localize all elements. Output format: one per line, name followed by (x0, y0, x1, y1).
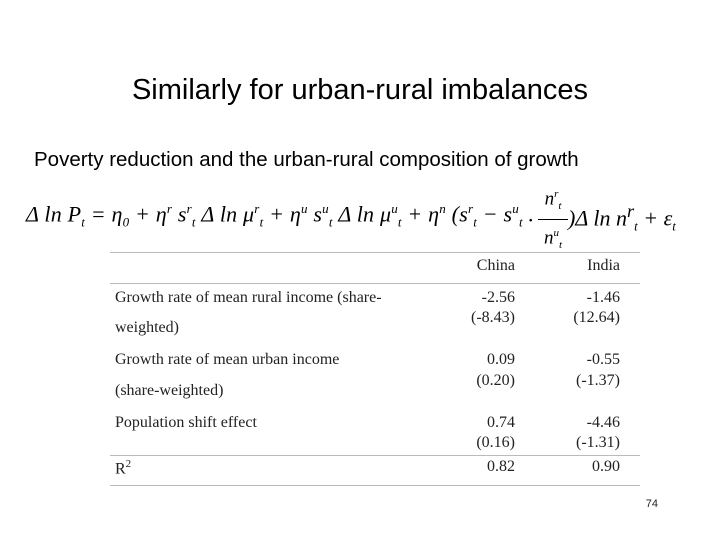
column-header-india: India (587, 257, 620, 274)
eq-num-base: n (544, 188, 555, 210)
table-rule-header (110, 283, 640, 284)
row-label-population-shift: Population shift effect (115, 414, 257, 431)
cell-urban-china: 0.09 (487, 351, 515, 368)
page-number: 74 (645, 498, 658, 510)
r2-base: R (115, 460, 126, 478)
cell-shift-india: -4.46 (586, 414, 620, 431)
eq-term-1-sub: 0 (122, 214, 130, 230)
eq-tail-2-sub: t (672, 218, 676, 234)
eq-term-10: − s (477, 201, 513, 227)
eq-num-sup: r (554, 188, 559, 200)
eq-term-7-sub: t (397, 214, 402, 230)
cell-r2-china: 0.82 (487, 458, 515, 475)
cell-rural-china: -2.56 (481, 289, 515, 306)
column-header-china: China (476, 257, 515, 274)
eq-fraction-denominator: nut (538, 222, 568, 256)
eq-term-6: s (307, 201, 323, 227)
slide-title: Similarly for urban-rural imbalances (131, 74, 589, 106)
eq-den-sub: t (558, 239, 563, 252)
eq-term-6-sub: t (328, 214, 333, 230)
results-table: China India Growth rate of mean rural in… (110, 252, 640, 488)
table-rule-r2 (110, 455, 640, 456)
cell-urban-china-se: (0.20) (476, 372, 515, 389)
eq-term-2: + η (129, 201, 167, 227)
eq-num-sub: t (558, 200, 562, 213)
eq-term-8: + η (401, 201, 440, 227)
eq-tail-1: )Δ ln n (568, 205, 627, 231)
cell-rural-india-se: (12.64) (573, 309, 620, 326)
eq-term-6-sup: u (322, 201, 329, 216)
eq-fraction: nrt nut (538, 183, 568, 256)
eq-term-7: Δ ln μ (332, 201, 392, 227)
cell-r2-india: 0.90 (592, 458, 620, 475)
eq-den-sup: u (553, 227, 559, 240)
eq-tail-1-sup: r (626, 201, 635, 221)
eq-term-5-sup: u (300, 201, 308, 216)
cell-shift-china-se: (0.16) (476, 434, 515, 451)
row-label-urban-line1: Growth rate of mean urban income (115, 351, 340, 368)
cell-rural-india: -1.46 (586, 289, 620, 306)
eq-term-4: Δ ln μ (195, 201, 255, 227)
eq-term-5: + η (263, 201, 301, 227)
equation-main: Δ ln Pt = η0 + ηr srt Δ ln μrt + ηu sut … (26, 201, 534, 231)
eq-term-11: . (522, 201, 535, 227)
eq-term-8-sup: n (439, 201, 446, 216)
eq-term-4-sub: t (259, 214, 264, 230)
r2-superscript: 2 (125, 458, 132, 470)
table-rule-bottom (110, 485, 640, 486)
slide-subtitle: Poverty reduction and the urban-rural co… (34, 148, 579, 171)
eq-term-3: s (172, 201, 187, 227)
cell-shift-india-se: (-1.31) (576, 434, 620, 451)
regression-equation: Δ ln Pt = η0 + ηr srt Δ ln μrt + ηu sut … (26, 183, 696, 251)
table-rule-top (110, 252, 640, 253)
row-label-urban-line2: (share-weighted) (115, 382, 224, 399)
eq-den-base: n (543, 227, 554, 249)
eq-term-3-sup: r (186, 201, 192, 216)
cell-rural-china-se: (-8.43) (471, 309, 515, 326)
eq-term-9-sup: r (467, 201, 474, 216)
equation-tail: )Δ ln nrt + εt (568, 201, 676, 235)
eq-tail-1-sub: t (634, 218, 638, 234)
eq-term-1: = η (85, 201, 123, 227)
eq-term-10-sup: u (512, 201, 519, 216)
eq-lhs-sub: t (81, 214, 86, 230)
eq-term-3-sub: t (191, 214, 196, 230)
eq-term-9-sub: t (473, 214, 478, 230)
eq-term-10-sub: t (518, 214, 523, 230)
cell-shift-china: 0.74 (487, 414, 515, 431)
row-label-r-squared: R2 (115, 458, 131, 478)
eq-tail-2: + ε (637, 205, 673, 231)
row-label-rural-line2: weighted) (115, 319, 179, 336)
cell-urban-india: -0.55 (586, 351, 620, 368)
eq-term-9: (s (445, 201, 468, 227)
eq-term-2-sup: r (166, 201, 173, 216)
row-label-rural-line1: Growth rate of mean rural income (share- (115, 289, 382, 306)
eq-term-4-sup: r (254, 201, 260, 216)
eq-fraction-bar (538, 219, 568, 221)
cell-urban-india-se: (-1.37) (576, 372, 620, 389)
eq-fraction-numerator: nrt (538, 183, 568, 217)
eq-lhs: Δ ln P (26, 201, 82, 227)
eq-term-7-sup: u (391, 201, 398, 216)
